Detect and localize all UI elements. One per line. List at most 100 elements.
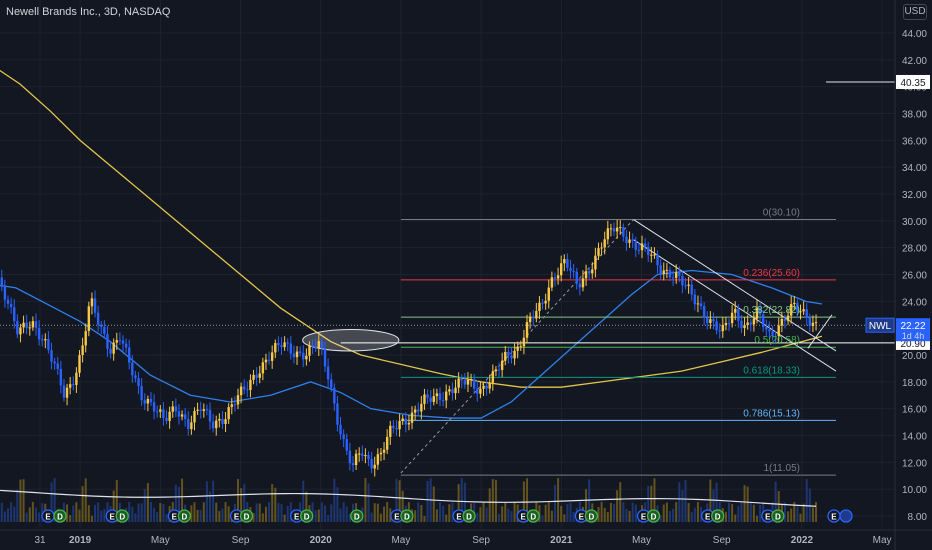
dividend-marker[interactable]: D [584,509,599,523]
volume-bar [774,481,777,522]
volume-bar [665,502,668,522]
volume-bar [696,502,699,522]
dividend-marker[interactable]: D [350,509,364,523]
volume-bar [165,514,168,522]
dividend-marker[interactable]: D [400,509,414,523]
chart-overlays [0,69,895,476]
dividend-marker[interactable]: D [526,509,540,523]
event-markers[interactable]: EDEDEDEDEDEDDEDEDEDEDEDEDEDE [0,509,853,523]
candle-body [385,436,389,450]
event-marker-label: D [588,513,594,522]
event-marker-label: E [45,513,51,522]
volume-bar [90,515,93,522]
candle-body [783,318,787,321]
candle-body [56,363,59,369]
candle-body [438,393,442,400]
candle-body [354,453,358,466]
candle-body [407,422,411,425]
candle-body [796,302,799,312]
candle-body [671,277,675,279]
event-marker-circle [239,509,254,523]
dividend-marker[interactable]: D [115,509,129,523]
candlestick-series [0,219,818,477]
price-tick-label: 24.00 [902,297,927,308]
upcoming-marker[interactable] [839,509,853,523]
earnings-marker[interactable]: E [827,509,841,523]
volume-bar [81,486,84,522]
candle-body [364,454,367,457]
candle-body [491,371,495,383]
price-axis[interactable]: 8.0010.0012.0014.0016.0018.0020.0022.002… [865,0,930,550]
price-tick-label: 16.00 [902,405,927,416]
volume-bar [731,504,734,522]
volume-bar [271,484,274,522]
candle-body [155,411,159,413]
horizontal-line-tag [896,74,930,89]
candle-body [298,351,302,353]
volume-bar [553,484,556,522]
candle-body [563,259,566,264]
volume-bar [675,502,678,522]
candle-body [62,385,66,398]
time-tick-label: 31 [34,535,46,546]
event-marker-label: E [394,513,400,522]
support-line-label: 20.90 [900,339,925,350]
volume-bar [588,479,591,522]
volume-bar [31,502,34,522]
time-axis[interactable]: 312019MaySep2020MaySep2021MaySep2022MayS… [0,529,932,546]
dividend-marker[interactable]: D [462,509,476,523]
event-marker-label: E [294,513,300,522]
dividend-marker[interactable]: D [646,509,661,523]
volume-bar [746,486,749,522]
candle-body [684,285,687,287]
volume-bar [547,502,550,522]
volume-bar [759,505,762,522]
volume-bar [510,511,513,522]
candle-body [451,389,454,394]
candle-body [233,404,237,406]
dividend-marker[interactable]: D [53,509,67,523]
earnings-marker[interactable]: E [105,509,119,523]
candle-body [762,314,765,327]
candle-body [277,343,280,346]
candle-body [59,368,63,386]
volume-bar [69,515,72,522]
candle-body [286,342,289,344]
candle-body [404,418,408,425]
volume-bar [401,490,404,522]
candle-body [302,352,305,360]
volume-bar [395,478,398,522]
dividend-marker[interactable]: D [239,509,254,523]
candle-body [420,403,423,412]
price-tick-label: 28.00 [902,244,927,255]
candle-body [516,346,519,351]
event-marker-label: D [354,513,360,522]
dividend-marker[interactable]: D [300,509,314,523]
dividend-marker[interactable]: D [711,509,725,523]
volume-bar [494,479,497,522]
volume-ma-line [0,489,816,507]
volume-bar [128,502,131,522]
volume-bar [348,513,351,522]
candle-body [6,299,10,304]
volume-bar [280,504,283,522]
earnings-marker[interactable]: E [41,509,55,523]
candle-body [264,359,268,363]
earnings-marker[interactable]: E [229,509,244,523]
volume-bar [634,504,637,522]
dividend-marker[interactable]: D [177,509,192,523]
dividend-marker[interactable]: D [771,509,785,523]
event-marker-label: D [466,513,472,522]
volume-bar [7,508,10,522]
candle-body [348,450,352,464]
price-tick-label: 10.00 [902,485,927,496]
volume-bar [143,489,146,522]
candle-body [68,384,72,388]
currency-badge[interactable]: USD [903,4,927,20]
candle-body [628,239,631,243]
candle-body [131,362,134,376]
candle-body [594,255,597,270]
volume-bar [177,486,180,522]
event-marker-label: E [521,513,527,522]
